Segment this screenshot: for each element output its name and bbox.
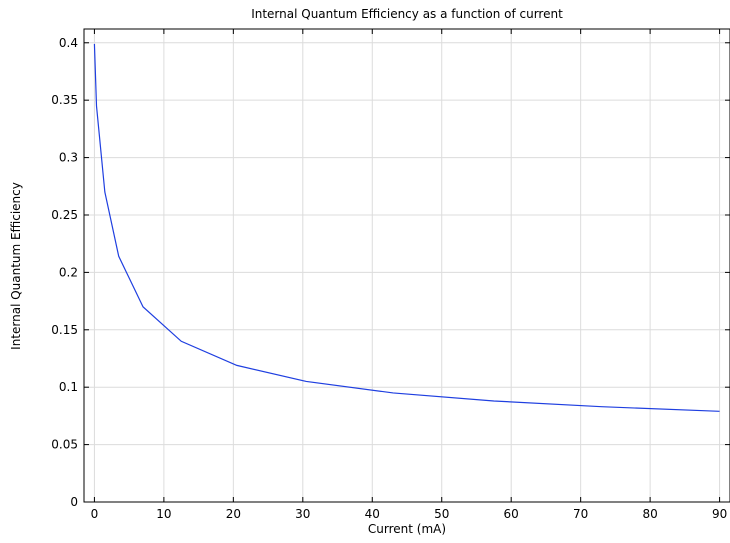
ticks: 0 10 20 30 40 50 60 70 80 90 0 0.05 0.1 0.15 0.2 0.25 0.… [51, 29, 730, 521]
y-tick-label: 0.4 [59, 36, 78, 50]
plot-frame [83, 28, 730, 503]
y-tick-label: 0.35 [51, 93, 78, 107]
x-tick-label: 0 [91, 507, 99, 521]
y-axis-title: Internal Quantum Efficiency [9, 182, 23, 350]
y-tick-label: 0 [70, 495, 78, 509]
x-tick-label: 90 [712, 507, 727, 521]
series-line [93, 43, 720, 412]
series-layer [93, 43, 720, 412]
y-tick-label: 0.3 [59, 151, 78, 165]
x-tick-label: 10 [156, 507, 171, 521]
y-tick-label: 0.05 [51, 438, 78, 452]
x-tick-label: 20 [226, 507, 241, 521]
y-tick-label: 0.2 [59, 265, 78, 279]
grid [84, 29, 730, 503]
x-tick-label: 60 [504, 507, 519, 521]
x-tick-label: 50 [434, 507, 449, 521]
x-tick-label: 70 [573, 507, 588, 521]
y-tick-label: 0.15 [51, 323, 78, 337]
x-tick-label: 40 [365, 507, 380, 521]
x-axis-title: Current (mA) [368, 522, 446, 536]
y-tick-label: 0.25 [51, 208, 78, 222]
x-tick-label: 80 [642, 507, 657, 521]
chart-title: Internal Quantum Efficiency as a functio… [251, 7, 563, 21]
x-tick-label: 30 [295, 507, 310, 521]
y-tick-label: 0.1 [59, 380, 78, 394]
